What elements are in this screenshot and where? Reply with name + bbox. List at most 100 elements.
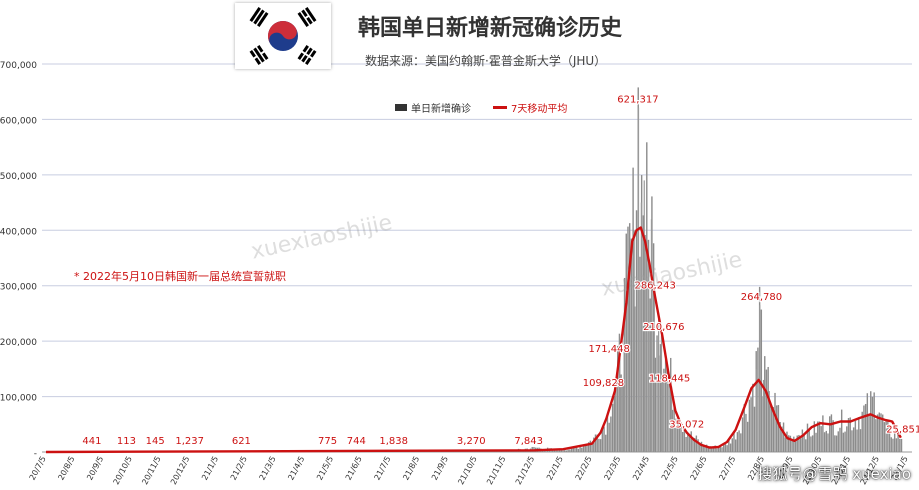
x-tick-label: 20/10/5 <box>112 455 134 486</box>
daily-bar <box>781 426 783 452</box>
daily-bar <box>579 446 581 452</box>
daily-bar <box>719 446 722 452</box>
data-label: 35,072 <box>669 420 704 431</box>
daily-bar <box>603 426 605 452</box>
daily-bar <box>690 431 692 452</box>
data-labels: 441 113 145 1,237 621 775 744 1,838 3,270 7,843 10… <box>81 94 919 449</box>
daily-bar <box>729 443 732 452</box>
data-label: 1,237 <box>175 436 204 447</box>
daily-bar <box>639 256 641 452</box>
daily-bar <box>743 404 745 452</box>
daily-bar <box>671 409 674 452</box>
daily-bar <box>876 414 879 452</box>
daily-bar <box>880 413 882 452</box>
daily-bar <box>569 449 571 452</box>
x-tick-label: 22/4/5 <box>631 455 651 482</box>
daily-bar <box>582 445 585 452</box>
daily-bar <box>847 418 850 452</box>
daily-bar <box>890 437 892 452</box>
daily-bar <box>574 447 576 452</box>
daily-bar <box>734 439 737 452</box>
daily-bar <box>805 439 807 452</box>
data-label: 145 <box>146 436 165 447</box>
daily-bar <box>765 369 768 452</box>
daily-bar <box>852 427 855 452</box>
y-axis-ticks: - 100,000 200,000 300,000 400,000 500,000 600,… <box>0 61 37 459</box>
moving-average-line <box>45 226 902 454</box>
daily-bar <box>835 435 838 452</box>
daily-bar <box>878 412 881 452</box>
legend-label-bars: 单日新增确诊 <box>411 104 471 115</box>
daily-bar <box>776 405 778 452</box>
daily-bar <box>675 418 677 452</box>
x-tick-label: 20/9/5 <box>85 455 105 482</box>
daily-bar <box>699 443 701 452</box>
x-tick-label: 20/11/5 <box>140 455 162 486</box>
daily-bar <box>870 391 872 452</box>
daily-bar <box>670 386 673 452</box>
daily-bar <box>899 438 901 452</box>
daily-bar <box>593 437 595 452</box>
daily-bar <box>717 446 720 452</box>
daily-bar <box>562 450 564 452</box>
daily-bar <box>628 223 631 452</box>
daily-bar <box>723 444 725 452</box>
daily-bar <box>851 430 853 452</box>
daily-bar <box>796 435 798 452</box>
daily-bar <box>707 447 710 452</box>
daily-bar <box>813 421 816 452</box>
daily-bar <box>885 421 887 452</box>
daily-bar <box>627 269 630 452</box>
daily-bar <box>611 403 614 452</box>
y-tick-label: 200,000 <box>0 338 37 348</box>
legend-item-line: 7天移动平均 <box>493 100 567 115</box>
chart-legend: 单日新增确诊 7天移动平均 <box>395 100 567 115</box>
daily-bar <box>567 449 569 452</box>
daily-bar <box>731 438 733 452</box>
daily-bar <box>702 444 704 452</box>
daily-bar <box>774 392 776 452</box>
daily-bar <box>842 432 845 452</box>
x-tick-label: 21/11/5 <box>485 455 507 486</box>
daily-bar <box>818 421 821 452</box>
daily-bar <box>601 428 604 452</box>
daily-bar <box>762 379 765 452</box>
data-label: 118,445 <box>649 373 690 384</box>
daily-bar <box>658 313 660 452</box>
data-label: 210,676 <box>643 322 684 333</box>
daily-bar <box>803 434 805 452</box>
daily-bar <box>610 416 612 452</box>
daily-bar <box>787 435 790 452</box>
daily-bar <box>721 447 723 452</box>
x-tick-label: 22/7/5 <box>717 455 737 482</box>
x-tick-label: 20/8/5 <box>56 455 76 482</box>
x-tick-label: 20/12/5 <box>169 455 191 486</box>
daily-bar <box>598 438 600 452</box>
daily-bar <box>649 298 651 452</box>
daily-bar <box>557 450 559 452</box>
daily-bar <box>806 423 809 452</box>
daily-bar <box>769 405 771 452</box>
daily-bar <box>830 414 833 452</box>
data-label: 441 <box>82 436 101 447</box>
x-tick-label: 21/5/5 <box>315 455 335 482</box>
daily-bar <box>753 406 756 452</box>
source-footer: 搜狐号@雪鸮 xuexiao <box>757 465 911 483</box>
daily-bar <box>678 424 680 452</box>
daily-bar <box>808 430 810 452</box>
daily-bar <box>711 447 713 452</box>
daily-bar <box>560 449 563 452</box>
daily-bar <box>650 219 653 452</box>
daily-bar <box>577 448 580 452</box>
daily-bar <box>752 383 754 452</box>
daily-bar <box>642 215 645 452</box>
daily-bar <box>875 419 877 452</box>
y-tick-label: 300,000 <box>0 283 37 293</box>
daily-bar <box>738 430 740 452</box>
data-label: 775 <box>318 436 337 447</box>
daily-bar <box>695 435 698 452</box>
daily-bar <box>565 450 568 452</box>
legend-item-bars: 单日新增确诊 <box>395 100 471 115</box>
daily-bar <box>670 357 672 452</box>
